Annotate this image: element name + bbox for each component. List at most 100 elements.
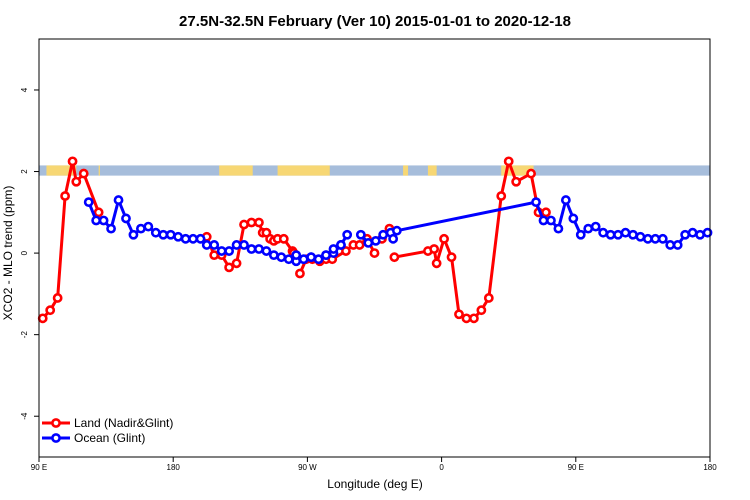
legend-label: Land (Nadir&Glint) bbox=[74, 416, 173, 430]
data-point bbox=[657, 233, 668, 244]
x-axis-label: Longitude (deg E) bbox=[327, 477, 422, 491]
data-point bbox=[276, 252, 287, 263]
data-point bbox=[321, 250, 331, 261]
x-tick-label: 90 W bbox=[298, 463, 317, 472]
data-point bbox=[283, 254, 294, 265]
surface-band bbox=[39, 165, 710, 176]
data-point bbox=[454, 309, 464, 320]
series-ocean bbox=[83, 195, 713, 267]
data-point bbox=[620, 227, 631, 238]
y-tick-label: 0 bbox=[20, 250, 29, 255]
y-tick-label: -4 bbox=[20, 412, 29, 420]
data-point bbox=[195, 233, 206, 244]
data-point bbox=[687, 227, 698, 238]
data-point bbox=[165, 229, 176, 240]
data-point bbox=[483, 293, 494, 303]
data-point bbox=[52, 293, 63, 303]
data-point bbox=[598, 227, 609, 238]
data-point bbox=[531, 197, 541, 208]
data-point bbox=[91, 215, 102, 226]
land-band-segment bbox=[277, 165, 330, 176]
data-point bbox=[143, 221, 154, 232]
data-point bbox=[128, 229, 139, 240]
data-point bbox=[590, 221, 601, 232]
series-layer bbox=[37, 156, 713, 324]
data-point bbox=[680, 229, 691, 240]
data-point bbox=[354, 240, 365, 250]
data-point bbox=[254, 217, 264, 228]
data-point bbox=[553, 223, 564, 234]
legend-marker bbox=[51, 433, 61, 443]
data-point bbox=[83, 197, 94, 208]
data-point bbox=[431, 258, 442, 269]
data-point bbox=[158, 229, 169, 240]
data-point bbox=[665, 240, 676, 250]
data-point bbox=[635, 231, 646, 242]
data-point bbox=[391, 225, 402, 236]
data-point bbox=[121, 213, 131, 224]
data-point bbox=[511, 176, 522, 187]
land-band-segment bbox=[219, 165, 253, 176]
y-tick-label: 4 bbox=[20, 87, 29, 92]
land-band-segment bbox=[46, 165, 77, 176]
data-point bbox=[695, 229, 705, 240]
data-point bbox=[336, 240, 346, 250]
data-point bbox=[388, 233, 399, 244]
data-point bbox=[246, 244, 257, 254]
data-point bbox=[342, 229, 353, 240]
data-point bbox=[546, 215, 556, 226]
legend-marker bbox=[51, 418, 61, 428]
legend: Land (Nadir&Glint)Ocean (Glint) bbox=[42, 416, 173, 445]
data-point bbox=[295, 268, 305, 279]
data-point bbox=[209, 250, 220, 261]
data-point bbox=[341, 246, 351, 256]
data-point bbox=[268, 250, 279, 261]
data-point bbox=[575, 229, 586, 240]
data-point bbox=[583, 223, 594, 234]
data-point bbox=[278, 233, 289, 244]
data-point bbox=[378, 229, 389, 240]
data-point bbox=[613, 229, 623, 240]
chart-title: 27.5N-32.5N February (Ver 10) 2015-01-01… bbox=[179, 13, 571, 30]
data-point bbox=[113, 195, 124, 205]
data-point bbox=[476, 305, 487, 316]
x-tick-label: 90 E bbox=[568, 463, 584, 472]
data-point bbox=[363, 238, 374, 248]
x-tick-label: 180 bbox=[167, 463, 181, 472]
data-point bbox=[560, 195, 571, 205]
ocean-band bbox=[39, 165, 710, 176]
data-point bbox=[239, 240, 249, 250]
data-point bbox=[355, 229, 366, 240]
data-point bbox=[469, 313, 479, 324]
data-point bbox=[37, 313, 48, 324]
data-point bbox=[93, 207, 104, 218]
data-point bbox=[446, 252, 457, 263]
data-point bbox=[526, 168, 536, 179]
data-point bbox=[642, 233, 653, 244]
data-point bbox=[461, 313, 472, 324]
data-point bbox=[231, 258, 242, 269]
data-point bbox=[78, 168, 89, 179]
y-axis-label: XCO2 - MLO trend (ppm) bbox=[1, 186, 15, 321]
data-point bbox=[306, 252, 317, 263]
data-point bbox=[628, 229, 638, 240]
x-tick-label: 90 E bbox=[31, 463, 47, 472]
x-tick-label: 0 bbox=[439, 463, 444, 472]
land-band-segment bbox=[501, 165, 534, 176]
data-point bbox=[60, 191, 70, 201]
data-point bbox=[605, 229, 616, 240]
data-point bbox=[291, 250, 302, 261]
data-point bbox=[389, 252, 400, 263]
land-band-segment bbox=[427, 165, 437, 176]
data-point bbox=[216, 246, 227, 256]
data-point bbox=[67, 156, 78, 167]
data-point bbox=[209, 240, 220, 250]
legend-label: Ocean (Glint) bbox=[74, 431, 145, 445]
data-point bbox=[503, 156, 514, 167]
y-tick-label: -2 bbox=[20, 331, 29, 339]
data-point bbox=[135, 223, 146, 234]
data-point bbox=[541, 207, 551, 218]
data-point bbox=[298, 254, 309, 265]
x-tick-label: 180 bbox=[703, 463, 717, 472]
